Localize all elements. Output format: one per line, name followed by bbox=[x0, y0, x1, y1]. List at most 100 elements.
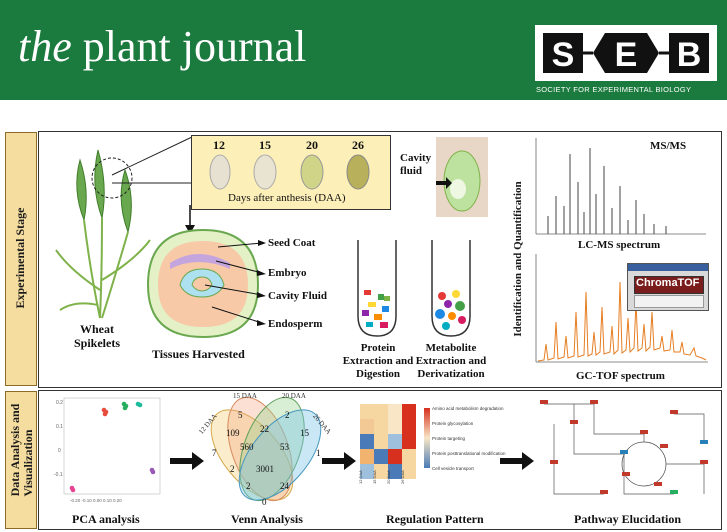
venn-value-1: 5 bbox=[238, 410, 243, 420]
venn-label: Venn Analysis bbox=[231, 512, 303, 526]
zoom-connector-lines bbox=[111, 136, 193, 184]
arrow-3 bbox=[500, 452, 534, 470]
wheat-label-line1: Wheat bbox=[80, 322, 114, 336]
daa-day-15: 15 bbox=[259, 138, 271, 152]
gctof-trace bbox=[537, 281, 707, 362]
venn-value-14: 0 bbox=[262, 497, 267, 507]
down-arrow bbox=[185, 205, 195, 234]
venn-value-6: 7 bbox=[212, 448, 217, 458]
heatmap-row-2: Protein glycosylation bbox=[432, 421, 474, 426]
journal-title-rest: plant journal bbox=[82, 22, 307, 71]
metabolite-label-line3: Derivatization bbox=[417, 368, 485, 380]
grain-15 bbox=[253, 154, 277, 190]
cavity-label-line1: Cavity bbox=[400, 152, 432, 164]
protein-tube-contents bbox=[362, 290, 390, 328]
protein-label-line2: Extraction and bbox=[342, 355, 414, 367]
lcms-label: LC-MS spectrum bbox=[578, 239, 661, 251]
svg-text:0.2: 0.2 bbox=[56, 400, 63, 406]
daa-day-12: 12 bbox=[213, 138, 225, 152]
arrow-2 bbox=[322, 452, 356, 470]
seed-part-cavity-fluid: Cavity Fluid bbox=[268, 290, 327, 302]
chromatof-label: ChromaTOF bbox=[636, 277, 700, 289]
grain-12 bbox=[209, 154, 231, 190]
pca-plot: 0.2 0.1 0 -0.1 -0.20 -0.10 0.00 0.10 0.2… bbox=[54, 397, 161, 503]
pca-points bbox=[69, 401, 156, 493]
grain-20 bbox=[300, 154, 324, 190]
metabolite-tube bbox=[431, 240, 471, 337]
regulation-label: Regulation Pattern bbox=[386, 512, 484, 526]
venn-value-11: 3001 bbox=[256, 464, 274, 474]
idq-label: Identification and Quantification bbox=[512, 181, 524, 337]
venn-value-4: 22 bbox=[260, 424, 269, 434]
svg-text:0.1: 0.1 bbox=[56, 424, 63, 430]
seed-part-embryo: Embryo bbox=[268, 267, 307, 279]
pca-label: PCA analysis bbox=[72, 512, 140, 526]
heatmap-row-1: Amino acid metabolism degradation bbox=[432, 406, 504, 411]
venn-value-12: 2 bbox=[246, 481, 251, 491]
heatmap-col-2: 15 DAA bbox=[372, 470, 377, 484]
cavity-label-line2: fluid bbox=[400, 165, 423, 177]
venn-value-9: 1 bbox=[316, 448, 321, 458]
protein-label-line3: Digestion bbox=[356, 368, 400, 380]
cavity-fluid-photo bbox=[436, 137, 488, 217]
venn-value-2: 2 bbox=[285, 410, 290, 420]
pathway-nodes bbox=[540, 400, 708, 494]
pathway-map bbox=[540, 400, 708, 495]
heatmap-row-5: Cell vesicle transport bbox=[432, 466, 474, 471]
daa-day-26: 26 bbox=[352, 138, 364, 152]
svg-text:-0.1: -0.1 bbox=[54, 472, 63, 478]
venn-value-7: 560 bbox=[240, 442, 254, 452]
wheat-label-line2: Spikelets bbox=[74, 336, 121, 350]
chromatof-window: ChromaTOF bbox=[627, 263, 709, 311]
lcms-peaks bbox=[547, 148, 667, 234]
seed-part-seed-coat: Seed Coat bbox=[268, 237, 316, 249]
venn-value-13: 24 bbox=[280, 481, 289, 491]
seb-letter-e: E bbox=[615, 36, 638, 74]
seb-logo-s-box bbox=[543, 33, 583, 73]
heatmap-col-4: 26 DAA bbox=[400, 470, 405, 484]
gctof-label: GC-TOF spectrum bbox=[576, 370, 665, 382]
venn-set-20: 20 DAA bbox=[282, 392, 306, 400]
protein-tube bbox=[357, 240, 397, 337]
seb-logo-e-hex bbox=[593, 33, 659, 73]
heatmap-col-1: 12 DAA bbox=[358, 470, 363, 484]
zoom-circle bbox=[91, 157, 133, 199]
venn-set-15: 15 DAA bbox=[233, 392, 257, 400]
venn-value-8: 53 bbox=[280, 442, 289, 452]
venn-value-3: 109 bbox=[226, 428, 240, 438]
venn-value-10: 2 bbox=[230, 464, 235, 474]
heatmap-col-3: 20 DAA bbox=[386, 470, 391, 484]
lcms-spectrum bbox=[535, 138, 706, 235]
seed-cross-section bbox=[146, 228, 260, 339]
experimental-section-bar bbox=[5, 132, 37, 386]
venn-value-5: 15 bbox=[300, 428, 309, 438]
seb-logo-b-box bbox=[669, 33, 709, 73]
journal-title: the plant journal bbox=[18, 22, 306, 72]
protein-label-line1: Protein bbox=[360, 342, 396, 354]
seed-pointer-lines bbox=[204, 240, 266, 326]
metabolite-label-line1: Metabolite bbox=[425, 342, 477, 354]
daa-caption: Days after anthesis (DAA) bbox=[228, 192, 346, 204]
experimental-section-label: Experimental Stage bbox=[13, 207, 27, 309]
tissues-harvested-label: Tissues Harvested bbox=[152, 347, 245, 361]
metabolite-tube-contents bbox=[435, 290, 466, 330]
seb-subtitle: SOCIETY FOR EXPERIMENTAL BIOLOGY bbox=[536, 85, 692, 94]
venn-diagram bbox=[210, 396, 322, 502]
wheat-plant-illustration bbox=[55, 149, 151, 319]
svg-text:0: 0 bbox=[58, 448, 61, 454]
daa-day-20: 20 bbox=[306, 138, 318, 152]
seb-logo: S E B bbox=[535, 25, 717, 81]
seb-letter-b: B bbox=[677, 36, 702, 74]
regulation-heatmap bbox=[360, 404, 430, 479]
grain-images bbox=[209, 154, 370, 190]
heatmap-row-4: Protein posttranslational modification bbox=[432, 451, 506, 456]
pathway-label: Pathway Elucidation bbox=[574, 512, 682, 526]
journal-title-the: the bbox=[18, 22, 72, 71]
svg-text:-0.20 -0.10 0.00 0.10 0.20: -0.20 -0.10 0.00 0.10 0.20 bbox=[70, 498, 122, 503]
heatmap-row-3: Protein targeting bbox=[432, 436, 466, 441]
seb-letter-s: S bbox=[552, 36, 575, 74]
analysis-section-label-line1: Data Analysis and bbox=[8, 403, 22, 497]
seed-part-endosperm: Endosperm bbox=[268, 318, 323, 330]
grain-26 bbox=[346, 154, 370, 190]
analysis-section-label-line2: Visualization bbox=[21, 429, 35, 497]
